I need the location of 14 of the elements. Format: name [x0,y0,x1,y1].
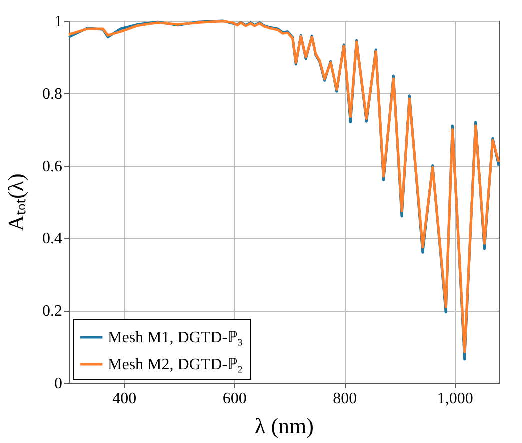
x-tick-label: 1,000 [437,390,474,408]
y-tick-label: 0.4 [42,230,62,248]
y-tick-label: 1 [54,14,62,30]
x-tick-label: 800 [333,390,358,408]
y-tick-label: 0.6 [42,158,62,176]
x-tick-label: 600 [222,390,247,408]
y-tick-label: 0.2 [42,303,62,320]
y-axis-title: Aₜₒₜ(λ) [4,174,28,232]
y-tick-label: 0.8 [42,86,62,103]
x-tick-label: 400 [112,390,137,408]
legend-label: Mesh M2, DGTD-ℙ₂ [108,356,244,374]
x-axis-title: λ (nm) [255,414,314,438]
legend-label: Mesh M1, DGTD-ℙ₃ [108,330,244,346]
y-tick-label: 0 [54,376,62,392]
